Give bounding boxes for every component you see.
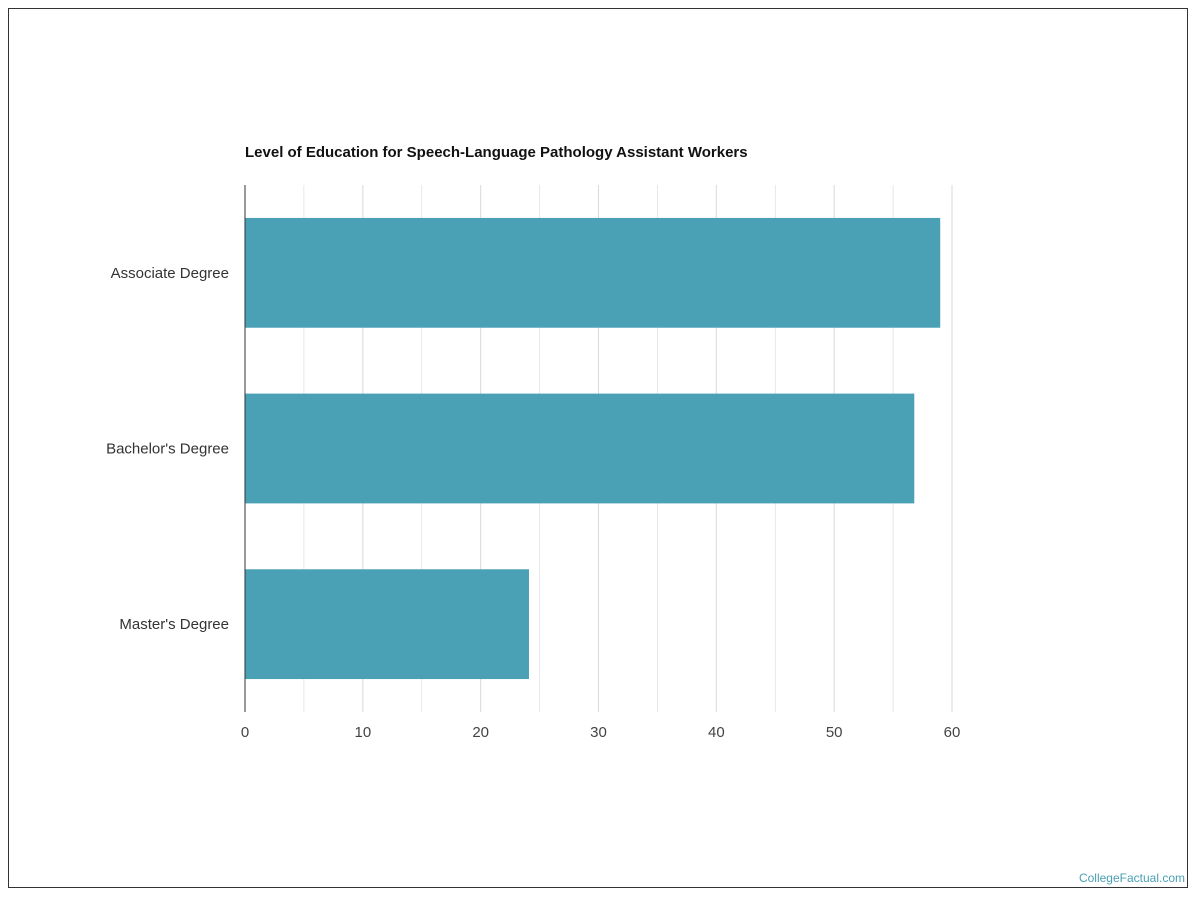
category-label: Bachelor's Degree: [106, 441, 229, 458]
x-tick-label: 10: [354, 724, 371, 741]
x-tick-label: 40: [708, 724, 725, 741]
x-tick-label: 20: [472, 724, 489, 741]
category-label: Associate Degree: [111, 265, 229, 282]
category-label: Master's Degree: [119, 616, 229, 633]
source-credit[interactable]: CollegeFactual.com: [1078, 871, 1185, 885]
x-tick-label: 30: [590, 724, 607, 741]
x-axis-ticks: 0 10 20 30 40 50 60: [241, 724, 961, 741]
chart-title: Level of Education for Speech-Language P…: [245, 144, 748, 161]
x-tick-label: 50: [826, 724, 843, 741]
x-tick-label: 60: [944, 724, 961, 741]
bar-master-s-degree[interactable]: [245, 569, 529, 680]
bar-bachelor-s-degree[interactable]: [245, 393, 915, 504]
bar-associate-degree[interactable]: [245, 217, 941, 328]
x-tick-label: 0: [241, 724, 249, 741]
category-labels: Associate Degree Bachelor's Degree Master'…: [106, 265, 229, 633]
bars: [245, 217, 941, 680]
